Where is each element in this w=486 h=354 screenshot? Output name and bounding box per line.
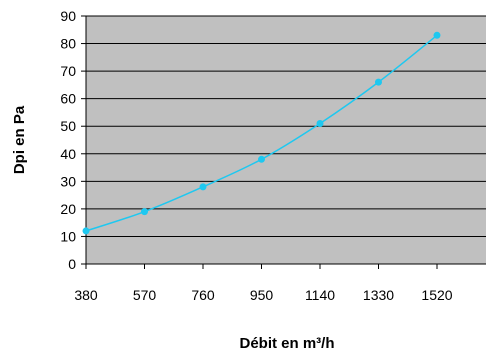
data-point-380	[82, 227, 90, 235]
x-axis-title: Débit en m³/h	[239, 335, 334, 349]
y-tick-label: 70	[60, 63, 76, 79]
axes: 0 10 20 30 40 50 60 70 80 90 380 570 760 950 1140 1330 1…	[60, 8, 486, 303]
y-tick-label: 80	[60, 36, 76, 52]
data-point-950	[258, 155, 265, 163]
data-point-1520	[433, 31, 441, 39]
data-point-1140	[316, 119, 324, 127]
data-point-760	[199, 183, 207, 191]
x-tick-label: 950	[250, 287, 274, 303]
y-tick-label: 40	[60, 146, 76, 162]
y-axis-title: Dpi en Pa	[11, 105, 28, 174]
y-tick-label: 50	[60, 118, 76, 134]
plot-area	[86, 15, 486, 265]
x-tick-label: 1330	[363, 287, 394, 303]
series-layer	[82, 31, 441, 235]
y-tick-label: 90	[60, 8, 76, 24]
x-tick-label: 380	[74, 287, 98, 303]
y-tick-label: 0	[68, 256, 76, 272]
x-tick-label: 760	[191, 287, 215, 303]
data-point-570	[141, 208, 148, 216]
plot-background	[86, 16, 486, 264]
x-tick-label: 570	[133, 287, 157, 303]
x-tick-label: 1140	[305, 287, 335, 303]
y-tick-label: 10	[60, 228, 76, 244]
y-tick-label: 30	[60, 173, 76, 189]
data-point-1330	[375, 78, 382, 86]
x-tick-label: 1520	[421, 287, 452, 303]
y-tick-label: 60	[60, 91, 76, 107]
y-tick-label: 20	[60, 201, 76, 217]
